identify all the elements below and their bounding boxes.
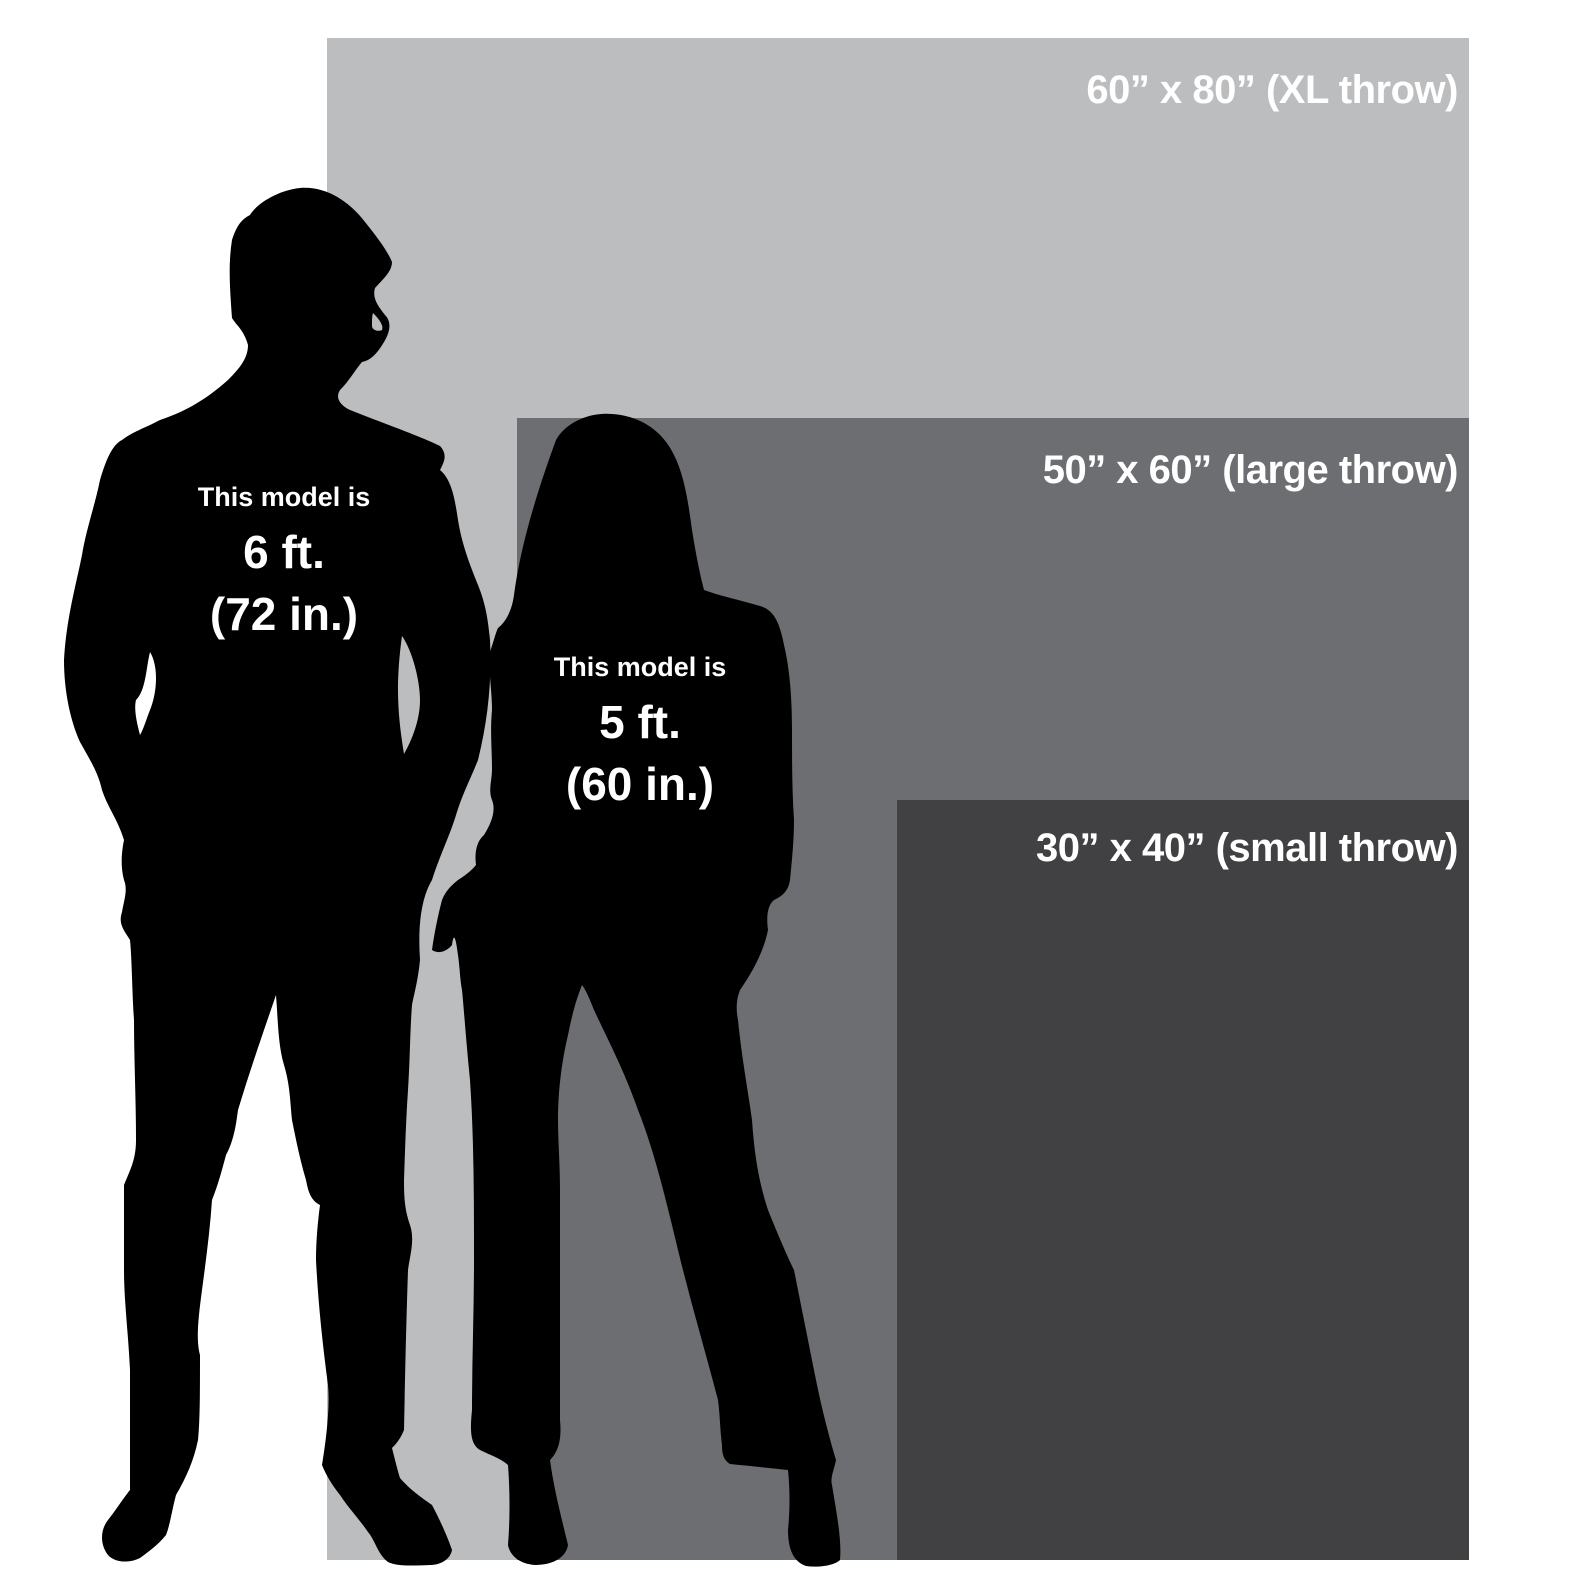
small-throw-rectangle <box>897 800 1469 1560</box>
man-silhouette <box>64 187 491 1566</box>
man-height-inches: (72 in.) <box>209 588 359 640</box>
man-height-text: This model is 6 ft. (72 in.) <box>184 482 384 640</box>
man-intro: This model is <box>197 482 371 512</box>
woman-height-text: This model is 5 ft. (60 in.) <box>540 652 740 810</box>
woman-height-feet: 5 ft. <box>599 696 681 748</box>
small-throw-label: 30” x 40” (small throw) <box>1036 826 1458 870</box>
woman-silhouette <box>432 413 841 1567</box>
woman-height-inches: (60 in.) <box>565 758 715 810</box>
large-throw-label: 50” x 60” (large throw) <box>1042 448 1459 492</box>
xl-throw-label: 60” x 80” (XL throw) <box>1086 68 1458 112</box>
woman-intro: This model is <box>553 652 727 682</box>
man-height-feet: 6 ft. <box>243 526 325 578</box>
